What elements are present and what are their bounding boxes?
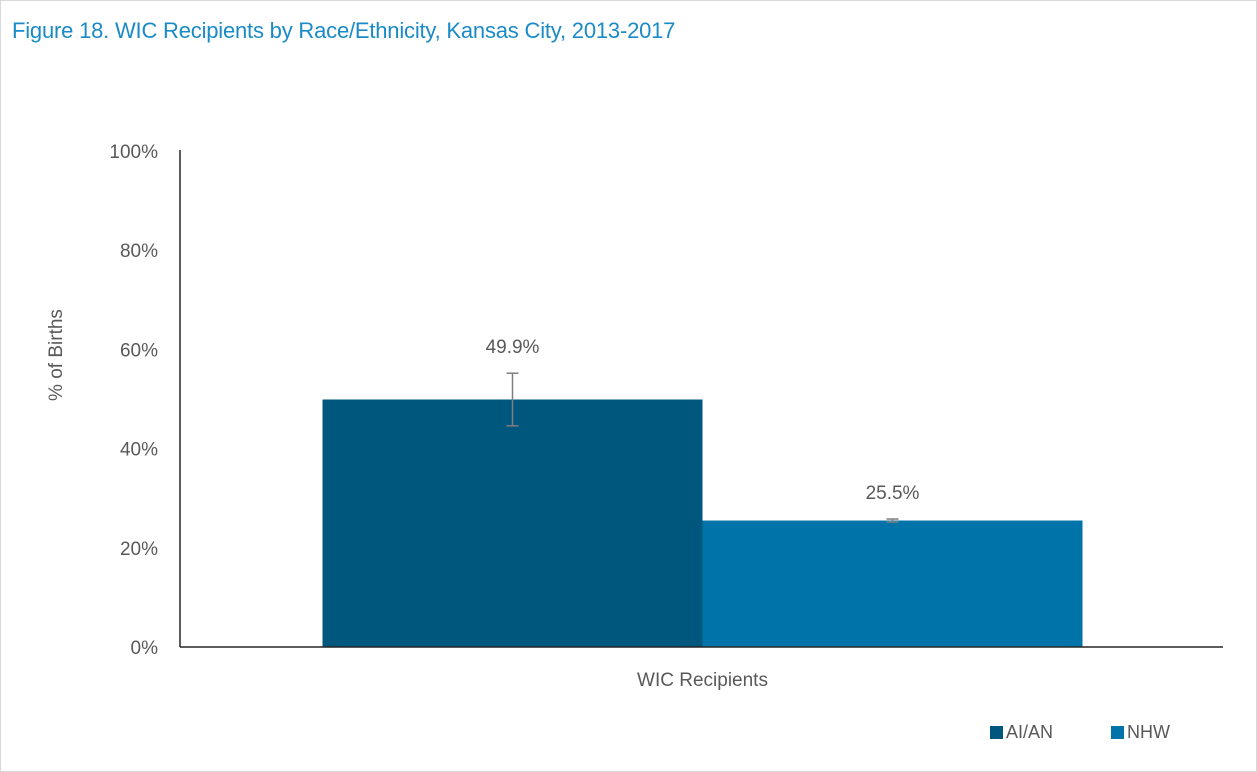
legend-swatch-nhw [1111, 726, 1124, 739]
x-axis-ticks: WIC Recipients [637, 670, 768, 691]
legend: AI/AN NHW [989, 722, 1170, 743]
y-axis-label: % of Births [46, 309, 67, 401]
y-tick-label: 80% [120, 241, 158, 262]
bars [322, 399, 1083, 647]
y-tick-label: 0% [131, 638, 159, 659]
error-bars [506, 372, 899, 523]
legend-swatch-ai-an [989, 726, 1003, 739]
y-tick-label: 40% [120, 440, 158, 461]
legend-item-nhw: NHW [1111, 722, 1170, 743]
y-tick-label: 60% [120, 340, 158, 361]
y-axis-ticks: 0% 20% 40% 60% 80% 100% [109, 142, 158, 659]
data-labels: 49.9% 25.5% [486, 337, 920, 504]
x-tick-label: WIC Recipients [637, 670, 768, 691]
legend-label-nhw: NHW [1127, 722, 1170, 742]
data-label: 49.9% [486, 337, 540, 358]
y-tick-label: 100% [109, 142, 158, 163]
data-label: 25.5% [866, 483, 920, 504]
chart-title: Figure 18. WIC Recipients by Race/Ethnic… [12, 18, 676, 43]
bar [322, 399, 703, 647]
bar [702, 520, 1083, 647]
legend-item-ai-an: AI/AN [989, 722, 1053, 743]
y-tick-label: 20% [120, 539, 158, 560]
legend-label-ai-an: AI/AN [1005, 722, 1053, 742]
